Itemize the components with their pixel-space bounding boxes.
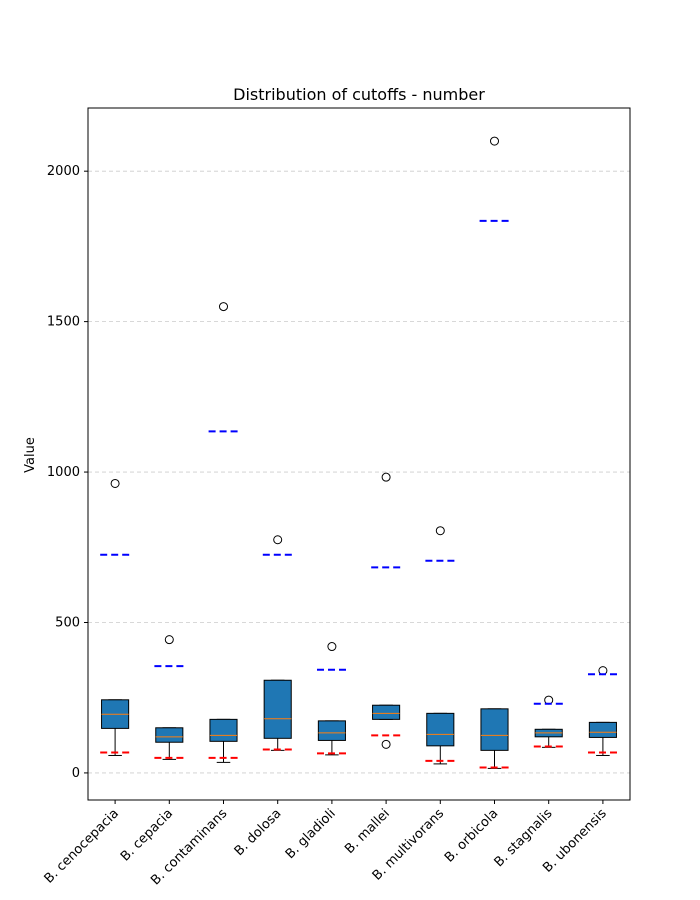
box-group — [479, 136, 510, 769]
box-group — [262, 535, 293, 751]
box-iqr — [317, 720, 346, 741]
x-tick-label: B. orbicola — [442, 806, 501, 865]
x-tick-label: B. mallei — [342, 806, 393, 857]
outlier-point — [381, 472, 391, 482]
y-tick-label: 0 — [72, 766, 80, 781]
x-tick-label: B. dolosa — [232, 806, 285, 859]
box-group — [371, 472, 402, 749]
outlier-point — [219, 302, 228, 312]
box-group — [154, 635, 185, 760]
y-axis-label: Value — [23, 437, 38, 473]
y-tick-label: 1000 — [47, 465, 80, 480]
x-tick-label: B. cepacia — [118, 806, 176, 864]
plot-frame — [87, 107, 631, 801]
outlier-point — [327, 642, 337, 652]
y-tick-label: 1500 — [47, 315, 80, 330]
y-tick-label: 2000 — [47, 164, 80, 179]
box-group — [100, 478, 131, 756]
box-iqr — [372, 704, 401, 720]
outlier-point — [381, 739, 391, 749]
outlier-point — [273, 535, 283, 545]
y-tick-label: 500 — [55, 615, 80, 630]
outlier-point — [164, 635, 174, 645]
outlier-point — [110, 478, 120, 488]
chart-title: Distribution of cutoffs - number — [233, 85, 485, 104]
x-tick-label: B. gladioli — [283, 806, 339, 862]
box-series — [100, 136, 618, 769]
box-group — [533, 695, 564, 748]
box-group — [587, 666, 618, 756]
box-iqr — [155, 727, 184, 743]
outlier-point — [435, 526, 445, 536]
x-tick-label: B. cenocepacia — [42, 806, 122, 886]
box-group — [208, 302, 239, 763]
box-iqr — [588, 721, 617, 738]
box-group — [316, 642, 347, 756]
box-iqr — [426, 712, 455, 747]
grid-lines — [88, 170, 630, 774]
outlier-point — [490, 136, 499, 146]
box-iqr — [480, 708, 509, 751]
box-iqr — [209, 718, 238, 742]
box-group — [425, 526, 456, 765]
box-iqr — [263, 679, 292, 739]
